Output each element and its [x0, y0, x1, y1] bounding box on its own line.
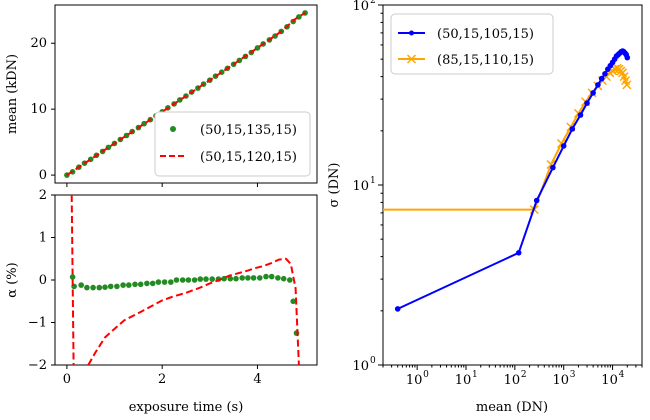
data-point-blue: [569, 126, 576, 132]
x-tick-exponent: 3: [570, 370, 576, 380]
y-tick-label: −2: [28, 358, 47, 373]
legend-top-left-panel: (50,15,135,15) (50,15,120,15): [154, 111, 311, 177]
data-point-green: [185, 277, 192, 283]
x-tick-label: 0: [63, 372, 71, 387]
y-tick-exponent: 2: [370, 0, 376, 6]
data-point-green: [209, 276, 215, 282]
data-point-green: [96, 284, 103, 291]
y-tick-label: 10: [352, 179, 369, 194]
y-tick-label: 20: [30, 36, 47, 51]
legend-label-orange: (85,15,110,15): [437, 53, 534, 68]
y-tick-label: 1: [39, 231, 47, 246]
data-point-green: [78, 282, 84, 288]
data-point-blue: [624, 54, 631, 61]
legend-label-green: (50,15,135,15): [200, 123, 297, 138]
ylabel-sigma: σ (DN): [327, 163, 342, 208]
y-tick-label: 0: [39, 168, 47, 183]
data-point-blue: [590, 90, 596, 96]
x-tick-exponent: 1: [472, 370, 478, 380]
data-point-green: [290, 298, 297, 305]
y-tick-label: 10: [352, 0, 369, 14]
xlabel-exposure-time: exposure time (s): [129, 400, 244, 415]
data-point-green: [90, 284, 96, 291]
data-point-green: [173, 277, 180, 283]
y-tick-exponent: 0: [370, 356, 376, 366]
legend-marker-blue-dot: [409, 30, 414, 36]
data-point-green: [137, 281, 144, 288]
xlabel-mean-dn: mean (DN): [476, 400, 548, 415]
data-point-blue: [602, 71, 608, 77]
y-tick-exponent: 1: [370, 176, 376, 186]
data-point-green: [126, 282, 132, 288]
x-tick-label: 4: [253, 372, 261, 387]
data-point-green: [233, 275, 239, 282]
y-tick-label: 0: [39, 273, 47, 288]
data-point-green: [107, 283, 114, 290]
data-point-green: [245, 275, 251, 281]
data-point-green: [203, 276, 209, 282]
data-point-green: [268, 273, 275, 280]
legend-label-red: (50,15,120,15): [200, 150, 297, 165]
data-point-blue: [550, 164, 556, 171]
data-point-blue: [595, 82, 601, 88]
data-point-green: [114, 283, 120, 290]
data-point-green: [275, 275, 281, 281]
data-point-green: [197, 276, 204, 282]
y-tick-label: 10: [352, 359, 369, 374]
x-tick-label: 2: [158, 372, 166, 387]
data-point-green: [239, 275, 245, 281]
data-point-green: [257, 275, 263, 281]
x-tick-exponent: 0: [423, 370, 429, 380]
series-line-red-dashed: [87, 257, 300, 365]
data-point-green: [84, 284, 90, 291]
data-point-green: [161, 279, 168, 285]
x-tick-label: 10: [455, 373, 472, 388]
data-point-green: [287, 277, 293, 283]
data-point-green: [191, 277, 198, 283]
y-tick-label: 10: [30, 102, 47, 117]
data-point-green: [149, 280, 156, 287]
x-tick-label: 10: [504, 373, 521, 388]
data-point-orange-x: [622, 80, 632, 90]
data-point-green: [132, 281, 138, 288]
legend-box: [390, 13, 554, 75]
data-point-green: [250, 275, 257, 281]
ylabel-alpha: α (%): [5, 262, 20, 297]
axes-frame-top-left: [54, 4, 318, 184]
data-point-blue: [394, 306, 401, 312]
x-tick-label: 10: [406, 373, 423, 388]
data-point-green: [144, 280, 150, 287]
data-point-blue: [584, 100, 590, 106]
series-line-orange: [383, 67, 628, 211]
data-point-green: [179, 277, 186, 283]
data-point-blue: [577, 112, 584, 118]
data-point-green: [102, 284, 108, 291]
data-point-green: [227, 275, 234, 282]
legend-box: [154, 111, 311, 177]
data-point-green: [168, 279, 174, 285]
legend-right-panel: (50,15,105,15) (85,15,110,15): [390, 13, 554, 75]
data-point-green: [69, 274, 76, 280]
x-tick-exponent: 4: [619, 370, 625, 380]
ylabel-mean-kdn: mean (kDN): [5, 54, 20, 134]
data-point-green: [120, 282, 126, 288]
data-point-blue: [533, 197, 540, 204]
y-tick-label: 2: [39, 188, 47, 203]
data-point-green: [155, 279, 162, 285]
legend-marker-orange-x: [406, 54, 417, 64]
x-tick-label: 10: [601, 373, 618, 388]
x-tick-exponent: 2: [521, 370, 527, 380]
legend-marker-green-dots: [170, 126, 176, 132]
y-tick-label: −1: [28, 316, 47, 331]
data-point-green: [280, 275, 287, 282]
legend-label-blue: (50,15,105,15): [437, 27, 534, 42]
series-line-blue: [397, 49, 629, 310]
series-line-red-dashed: [70, 195, 75, 365]
x-tick-label: 10: [552, 373, 569, 388]
data-point-blue: [598, 75, 605, 82]
data-point-blue: [560, 143, 567, 149]
data-point-blue: [515, 250, 522, 256]
data-point-green: [263, 273, 269, 280]
